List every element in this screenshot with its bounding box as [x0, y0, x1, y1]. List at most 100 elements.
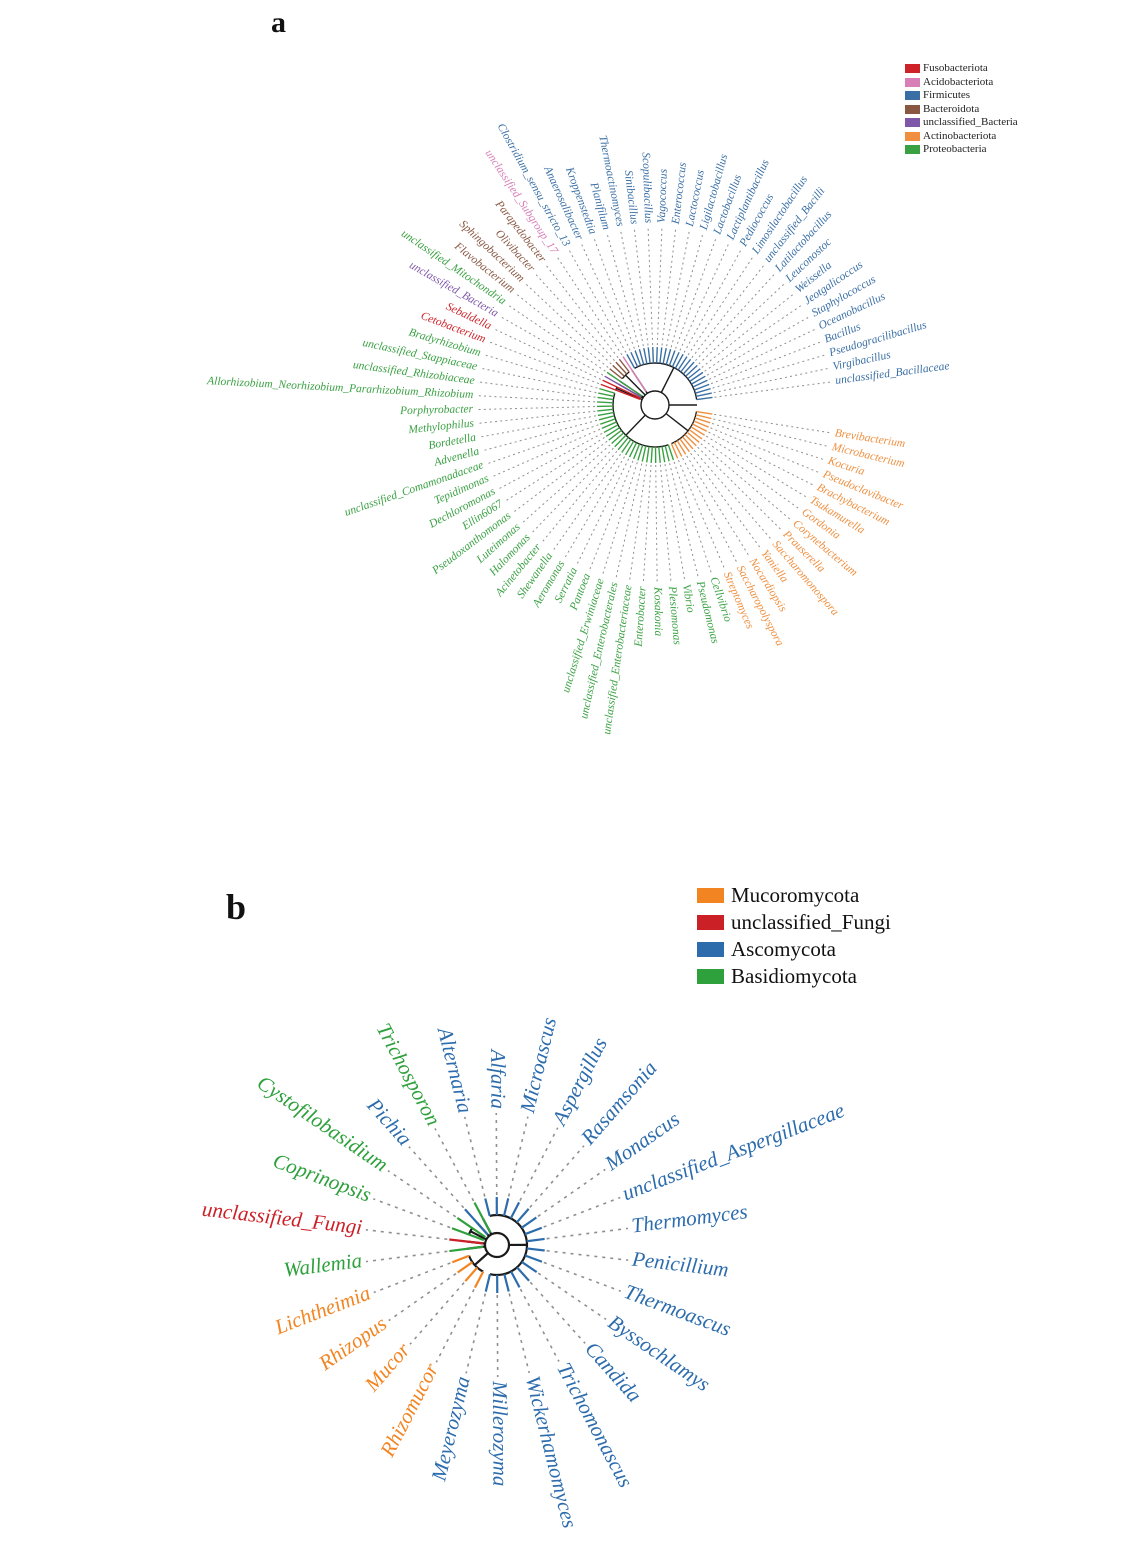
- leader-line: [664, 464, 686, 581]
- leader-line: [477, 406, 596, 411]
- tip-branch: [696, 410, 713, 415]
- leader-line: [708, 431, 815, 486]
- tip-branch: [606, 371, 643, 397]
- leader-line: [588, 460, 634, 571]
- tree-hub: [640, 390, 670, 420]
- tip-branch: [600, 418, 616, 425]
- legend-label: Proteobacteria: [923, 143, 987, 156]
- leader-line: [714, 381, 832, 398]
- tip-branch: [628, 442, 638, 458]
- leader-line: [387, 1169, 457, 1218]
- legend-swatch: [697, 969, 724, 984]
- leader-line: [373, 1262, 451, 1294]
- legend-item: Bacteroidota: [905, 103, 1018, 117]
- leader-line: [703, 439, 800, 510]
- tip-branch: [691, 375, 706, 385]
- tip-branch: [449, 1238, 484, 1245]
- legend-item: Fusobacteriota: [905, 62, 1018, 76]
- leader-line: [497, 432, 603, 490]
- leader-line: [529, 1281, 586, 1344]
- leader-line: [488, 341, 600, 385]
- tip-branch: [682, 361, 695, 375]
- leader-line: [546, 1227, 629, 1240]
- leader-line: [524, 282, 612, 365]
- legend-swatch: [905, 118, 920, 128]
- tip-branch: [521, 1261, 538, 1273]
- leader-line: [713, 367, 830, 394]
- legend-swatch: [905, 77, 920, 87]
- tip-branch: [599, 387, 615, 394]
- tip-branch: [681, 436, 694, 450]
- tip-branch: [659, 347, 663, 364]
- tip-branch: [624, 440, 635, 456]
- tip-branch: [503, 1273, 510, 1292]
- leader-line: [673, 461, 713, 574]
- leader-line: [521, 444, 611, 524]
- leader-line: [633, 228, 649, 346]
- tip-branch: [673, 441, 683, 457]
- clade-arc: [489, 1213, 529, 1277]
- tip-branch: [695, 387, 711, 394]
- taxon-label: Plesiomonas: [666, 585, 683, 646]
- leader-line: [478, 381, 596, 398]
- leader-line: [365, 1250, 448, 1263]
- taxon-label: Kosakonia: [652, 586, 665, 637]
- panel-a-label: a: [271, 6, 286, 39]
- leader-line: [365, 1228, 448, 1241]
- leader-line: [669, 463, 699, 578]
- taxon-label: Penicillium: [630, 1246, 730, 1281]
- tip-branch: [692, 379, 708, 388]
- leader-line: [695, 273, 776, 362]
- leader-line: [576, 458, 630, 566]
- tip-branch: [451, 1254, 470, 1264]
- panel-a-tree: Clostridium_sensu_stricto_13Anaerosaliba…: [206, 121, 950, 735]
- leader-line: [711, 422, 825, 461]
- leader-line: [541, 451, 618, 543]
- tip-branch: [696, 396, 713, 401]
- tip-branch: [456, 1217, 487, 1239]
- leader-line: [593, 237, 635, 349]
- tip-branch: [695, 414, 712, 420]
- leader-line: [508, 1293, 531, 1374]
- taxon-label: Wallemia: [282, 1248, 363, 1282]
- leader-line: [515, 293, 609, 368]
- leader-line: [408, 1146, 465, 1209]
- leader-line: [373, 1198, 451, 1229]
- leader-line: [706, 316, 810, 376]
- taxon-label: Millerozyma: [488, 1380, 513, 1487]
- leader-line: [480, 367, 597, 394]
- tip-branch: [646, 446, 650, 463]
- leader-line: [687, 256, 754, 356]
- tip-branch: [509, 1201, 521, 1219]
- taxon-label: Scopulibacillus: [640, 152, 655, 224]
- legend-item: Actinobacteriota: [905, 130, 1018, 144]
- tip-branch: [676, 440, 687, 455]
- tip-branch: [484, 1198, 491, 1217]
- leader-line: [512, 440, 608, 513]
- tip-branch: [601, 421, 617, 430]
- clade-branch: [660, 367, 675, 393]
- leader-line: [504, 436, 605, 502]
- tip-branch: [524, 1226, 543, 1236]
- leader-line: [698, 282, 786, 365]
- taxon-label: unclassified_Aspergillaceae: [619, 1098, 848, 1205]
- tip-branch: [611, 432, 625, 445]
- tip-branch: [690, 426, 705, 436]
- tip-branch: [520, 1216, 537, 1229]
- leader-line: [686, 455, 750, 557]
- leader-line: [602, 462, 638, 576]
- tip-branch: [692, 423, 708, 432]
- leader-line: [500, 316, 604, 376]
- leader-line: [479, 415, 597, 438]
- leader-line: [700, 443, 792, 521]
- tip-branch: [677, 356, 688, 371]
- tip-branch: [694, 417, 711, 424]
- leader-line: [477, 395, 596, 403]
- leader-line: [491, 428, 601, 478]
- taxon-label: Vagococcus: [656, 168, 670, 223]
- clade-branch: [473, 1252, 489, 1266]
- tip-branch: [598, 415, 615, 421]
- tip-branch: [685, 364, 698, 377]
